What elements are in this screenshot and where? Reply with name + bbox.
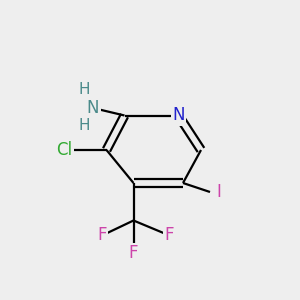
Text: F: F	[129, 244, 138, 262]
Text: F: F	[97, 226, 107, 244]
Text: N: N	[87, 99, 99, 117]
Text: N: N	[172, 106, 185, 124]
Text: F: F	[165, 226, 174, 244]
Text: H: H	[78, 82, 90, 98]
Text: H: H	[78, 118, 90, 134]
Text: Cl: Cl	[56, 141, 73, 159]
Text: I: I	[217, 183, 221, 201]
